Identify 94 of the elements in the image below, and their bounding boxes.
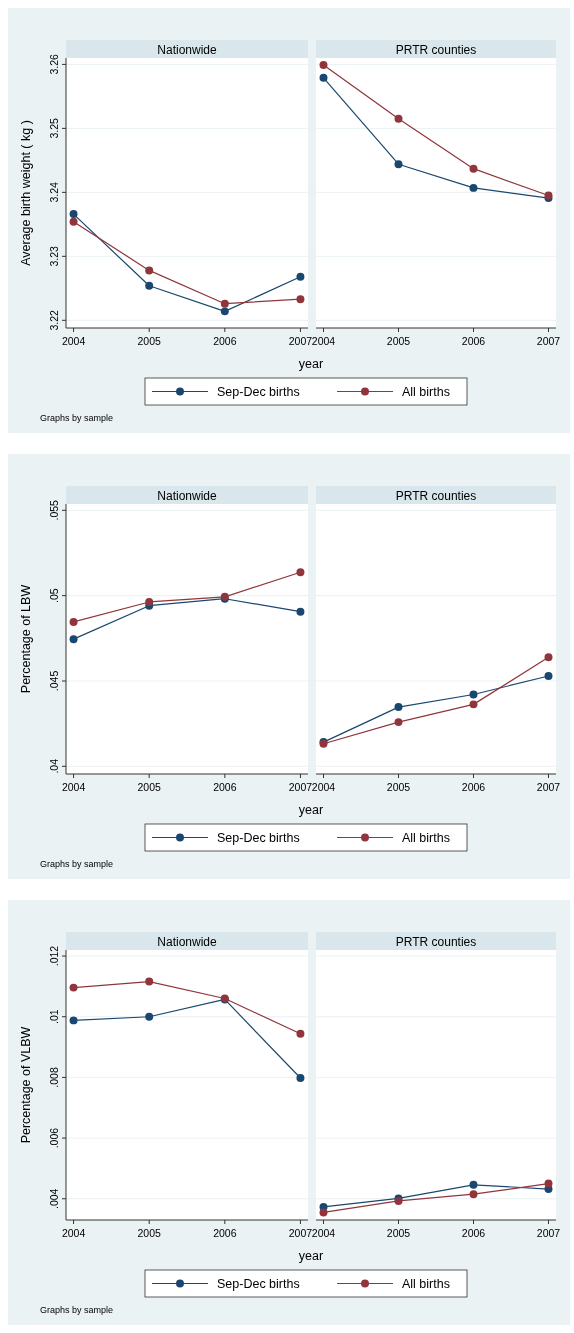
y-axis-title: Percentage of LBW bbox=[19, 584, 33, 694]
y-tick-label: .006 bbox=[48, 1127, 60, 1149]
x-tick-label: 2005 bbox=[386, 781, 411, 793]
text: Graphs by sample bbox=[40, 413, 114, 423]
x-tick-label: 2004 bbox=[61, 781, 86, 793]
x-tick-label: 2004 bbox=[311, 781, 336, 793]
y-tick-label: .04 bbox=[48, 758, 60, 774]
x-tick-label: 2004 bbox=[311, 1227, 336, 1239]
point bbox=[220, 307, 229, 316]
point bbox=[145, 1012, 154, 1021]
point bbox=[69, 1016, 78, 1025]
point bbox=[394, 114, 403, 123]
text: Graphs by sample bbox=[40, 1305, 114, 1315]
x-tick-label: 2006 bbox=[461, 781, 486, 793]
x-tick-label: 2007 bbox=[536, 781, 561, 793]
x-tick-label: 2006 bbox=[461, 1227, 486, 1239]
point bbox=[544, 653, 553, 662]
y-tick-label: 3.24 bbox=[48, 181, 60, 203]
point bbox=[69, 217, 78, 226]
y-tick-label: .01 bbox=[48, 1009, 60, 1025]
point bbox=[69, 635, 78, 644]
point bbox=[145, 266, 154, 275]
x-tick-label: 2006 bbox=[213, 335, 237, 347]
point bbox=[145, 597, 154, 606]
y-axis-title: Percentage of VLBW bbox=[19, 1026, 33, 1144]
chart-title: PRTR counties bbox=[395, 934, 477, 949]
point bbox=[544, 1179, 553, 1188]
x-tick-label: 2006 bbox=[461, 335, 486, 347]
x-tick-label: 2004 bbox=[61, 335, 86, 347]
point bbox=[469, 164, 478, 173]
x-tick-label: 2005 bbox=[137, 1227, 162, 1239]
x-axis-title: year bbox=[298, 357, 324, 371]
x-tick-label: 2006 bbox=[213, 781, 237, 793]
x-tick-label: 2004 bbox=[61, 1227, 86, 1239]
chart-title: Nationwide bbox=[157, 934, 218, 949]
point bbox=[469, 183, 478, 192]
point bbox=[296, 1029, 305, 1038]
legend-label: All births bbox=[402, 1277, 450, 1291]
legend-label: All births bbox=[402, 831, 450, 845]
x-tick-label: 2007 bbox=[288, 335, 313, 347]
point bbox=[69, 617, 78, 626]
legend-label: Sep-Dec births bbox=[217, 831, 300, 845]
y-tick-label: 3.25 bbox=[48, 118, 60, 139]
y-tick-label: 3.22 bbox=[48, 309, 60, 331]
point bbox=[296, 1074, 305, 1082]
y-tick-label: .055 bbox=[48, 499, 60, 521]
point bbox=[296, 272, 305, 281]
point bbox=[394, 703, 403, 712]
y-tick-label: .008 bbox=[48, 1067, 60, 1088]
chart-title: Nationwide bbox=[157, 488, 218, 503]
point bbox=[69, 983, 78, 992]
chart-title: PRTR counties bbox=[395, 488, 477, 503]
chart-title: Nationwide bbox=[157, 42, 218, 57]
point bbox=[296, 607, 305, 616]
point bbox=[296, 295, 305, 304]
point bbox=[69, 210, 78, 219]
chart-title: PRTR counties bbox=[395, 42, 477, 57]
text: Graphs by sample bbox=[40, 859, 114, 869]
point bbox=[145, 977, 154, 986]
x-tick-label: 2006 bbox=[213, 1227, 237, 1239]
legend-label: Sep-Dec births bbox=[217, 385, 300, 399]
point bbox=[469, 700, 478, 709]
y-tick-label: .05 bbox=[48, 588, 60, 603]
point bbox=[319, 73, 328, 82]
x-tick-label: 2005 bbox=[386, 1227, 411, 1239]
x-tick-label: 2007 bbox=[288, 781, 313, 793]
point bbox=[469, 1180, 478, 1189]
x-tick-label: 2007 bbox=[536, 335, 561, 347]
x-axis-title: year bbox=[298, 803, 324, 817]
y-tick-label: 3.23 bbox=[48, 245, 60, 267]
x-tick-label: 2005 bbox=[137, 781, 162, 793]
y-tick-label: 3.26 bbox=[48, 54, 60, 75]
x-tick-label: 2005 bbox=[137, 335, 162, 347]
point bbox=[319, 61, 328, 70]
y-tick-label: .045 bbox=[48, 670, 60, 692]
y-tick-label: .012 bbox=[48, 945, 60, 967]
x-tick-label: 2005 bbox=[386, 335, 411, 347]
x-axis-title: year bbox=[298, 1249, 324, 1263]
point bbox=[145, 281, 154, 290]
legend-label: All births bbox=[402, 385, 450, 399]
legend-label: Sep-Dec births bbox=[217, 1277, 300, 1291]
x-tick-label: 2007 bbox=[536, 1227, 561, 1239]
y-axis-title: Average birth weight ( kg ) bbox=[19, 120, 33, 266]
point bbox=[296, 568, 305, 577]
x-tick-label: 2007 bbox=[288, 1227, 313, 1239]
x-tick-label: 2004 bbox=[311, 335, 336, 347]
point bbox=[469, 690, 478, 699]
point bbox=[469, 1190, 478, 1199]
point bbox=[544, 672, 553, 681]
point bbox=[319, 1208, 328, 1217]
point bbox=[394, 160, 403, 169]
y-tick-label: .004 bbox=[48, 1188, 60, 1209]
point bbox=[394, 718, 403, 727]
point bbox=[220, 299, 229, 308]
